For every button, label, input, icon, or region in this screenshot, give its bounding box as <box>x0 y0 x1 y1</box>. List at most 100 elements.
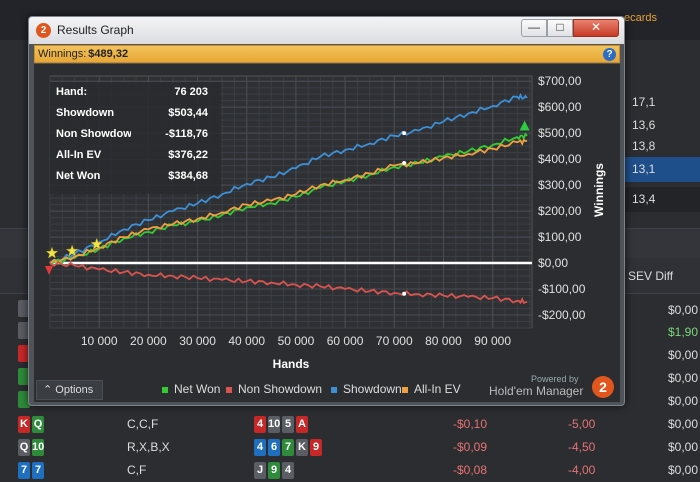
results-graph-window: 2 Results Graph — □ ✕ Winnings: $489,32 ?… <box>28 16 625 406</box>
x-tick-label: 90 000 <box>474 334 511 348</box>
table-row[interactable]: 13,8 <box>632 139 656 153</box>
card: 7 <box>282 439 294 457</box>
stat-value: 76 203 <box>174 86 208 98</box>
card: 4 <box>282 462 294 480</box>
column-header-sev-diff[interactable]: SEV Diff <box>628 269 674 283</box>
legend-label: Non Showdown <box>238 382 323 396</box>
series-line-net-won <box>49 132 528 264</box>
stat-hand: Hand: 76 203 <box>56 86 216 104</box>
winnings-label: Winnings: <box>38 48 87 60</box>
card <box>18 391 30 408</box>
x-tick-label: 20 000 <box>130 334 167 348</box>
x-tick-label: 80 000 <box>425 334 462 348</box>
top-link[interactable]: ecards <box>623 12 657 24</box>
x-tick-label: 40 000 <box>228 334 265 348</box>
action: C,C,F <box>127 417 159 431</box>
bb-value: -4,00 <box>568 463 596 477</box>
stat-non-showdown: Non Showdown -$118,76 <box>56 128 216 146</box>
hm2-logo-icon: 2 <box>36 23 51 38</box>
y-tick-label: -$200,00 <box>538 308 586 322</box>
hover-marker <box>402 161 407 166</box>
card: 4 <box>254 439 266 457</box>
card: 10 <box>268 416 280 434</box>
brand-name: Hold'em Manager <box>489 384 584 398</box>
legend-label: All-In EV <box>414 382 461 396</box>
powered-by-label: Powered by <box>531 374 579 384</box>
hover-marker <box>402 291 407 296</box>
action: R,X,B,X <box>127 440 170 454</box>
series-line-all-in-ev <box>49 138 528 264</box>
card: K <box>18 416 30 434</box>
stat-value: $384,68 <box>168 170 208 182</box>
action: C,F <box>127 463 147 477</box>
card: 9 <box>268 462 280 480</box>
bb-value: -5,00 <box>568 417 596 431</box>
y-tick-label: $600,00 <box>538 100 582 114</box>
table-row[interactable]: 13,4 <box>620 187 700 212</box>
card: 7 <box>32 462 44 480</box>
table-row[interactable]: 17,1 <box>632 95 656 109</box>
sev-cell: $0,00 <box>668 440 699 454</box>
stat-allin-ev: All-In EV $376,22 <box>56 149 216 167</box>
legend-item-non-showdown[interactable]: Non Showdown <box>226 382 322 396</box>
card <box>18 322 30 339</box>
stat-value: -$118,76 <box>165 128 208 140</box>
table-row[interactable]: 13,6 <box>632 118 656 132</box>
window-title-bar[interactable]: 2 Results Graph — □ ✕ <box>29 17 624 44</box>
table-row-selected[interactable]: 13,1 <box>620 157 700 182</box>
legend-label: Net Won <box>174 382 221 396</box>
winnings-value: $489,32 <box>88 48 129 60</box>
y-tick-label: $0,00 <box>538 256 568 270</box>
x-tick-label: 10 000 <box>81 334 118 348</box>
sev-cell: $0,00 <box>668 394 699 408</box>
card <box>18 368 30 385</box>
y-tick-label: $100,00 <box>538 230 582 244</box>
legend-item-net-won[interactable]: Net Won <box>162 382 220 396</box>
chevron-up-icon: ⌃ <box>43 384 53 396</box>
series-line-non-showdown <box>49 261 528 305</box>
sev-cell: $0,00 <box>668 348 699 362</box>
minimize-button[interactable]: — <box>521 19 547 37</box>
help-icon[interactable]: ? <box>603 48 616 61</box>
sev-cell: $0,00 <box>668 417 699 431</box>
legend-swatch <box>402 386 408 393</box>
options-label: Options <box>55 384 94 396</box>
x-axis-label: Hands <box>273 357 310 371</box>
series-line-showdown <box>49 92 528 264</box>
card: Q <box>18 439 30 457</box>
star-marker-icon <box>65 244 79 257</box>
legend-swatch <box>331 386 337 393</box>
y-tick-label: $300,00 <box>538 178 582 192</box>
card: A <box>296 416 308 434</box>
value: -$0,08 <box>453 463 488 477</box>
stat-showdown: Showdown $503,44 <box>56 107 216 125</box>
hm2-logo-icon: 2 <box>592 376 614 398</box>
legend-label: Showdown <box>343 382 402 396</box>
options-button[interactable]: ⌃ Options <box>36 380 103 400</box>
sev-cell: $0,00 <box>668 303 699 317</box>
stat-label: Hand: <box>56 86 88 98</box>
star-marker-icon <box>45 246 59 259</box>
down-triangle-icon <box>45 266 53 276</box>
x-tick-label: 70 000 <box>376 334 413 348</box>
stat-value: $503,44 <box>168 107 208 119</box>
legend-item-allin-ev[interactable]: All-In EV <box>402 382 461 396</box>
close-button[interactable]: ✕ <box>573 19 619 37</box>
sev-cell: $1,90 <box>668 325 699 339</box>
stat-value: $376,22 <box>168 149 208 161</box>
legend-item-showdown[interactable]: Showdown <box>331 382 402 396</box>
y-tick-label: -$100,00 <box>538 282 586 296</box>
hole-cards: Q 10 <box>18 436 46 459</box>
card: 7 <box>18 462 30 480</box>
card: J <box>254 462 266 480</box>
star-marker-icon <box>90 237 104 250</box>
maximize-button[interactable]: □ <box>547 19 573 37</box>
card: 4 <box>254 416 266 434</box>
stat-label: All-In EV <box>56 149 102 161</box>
